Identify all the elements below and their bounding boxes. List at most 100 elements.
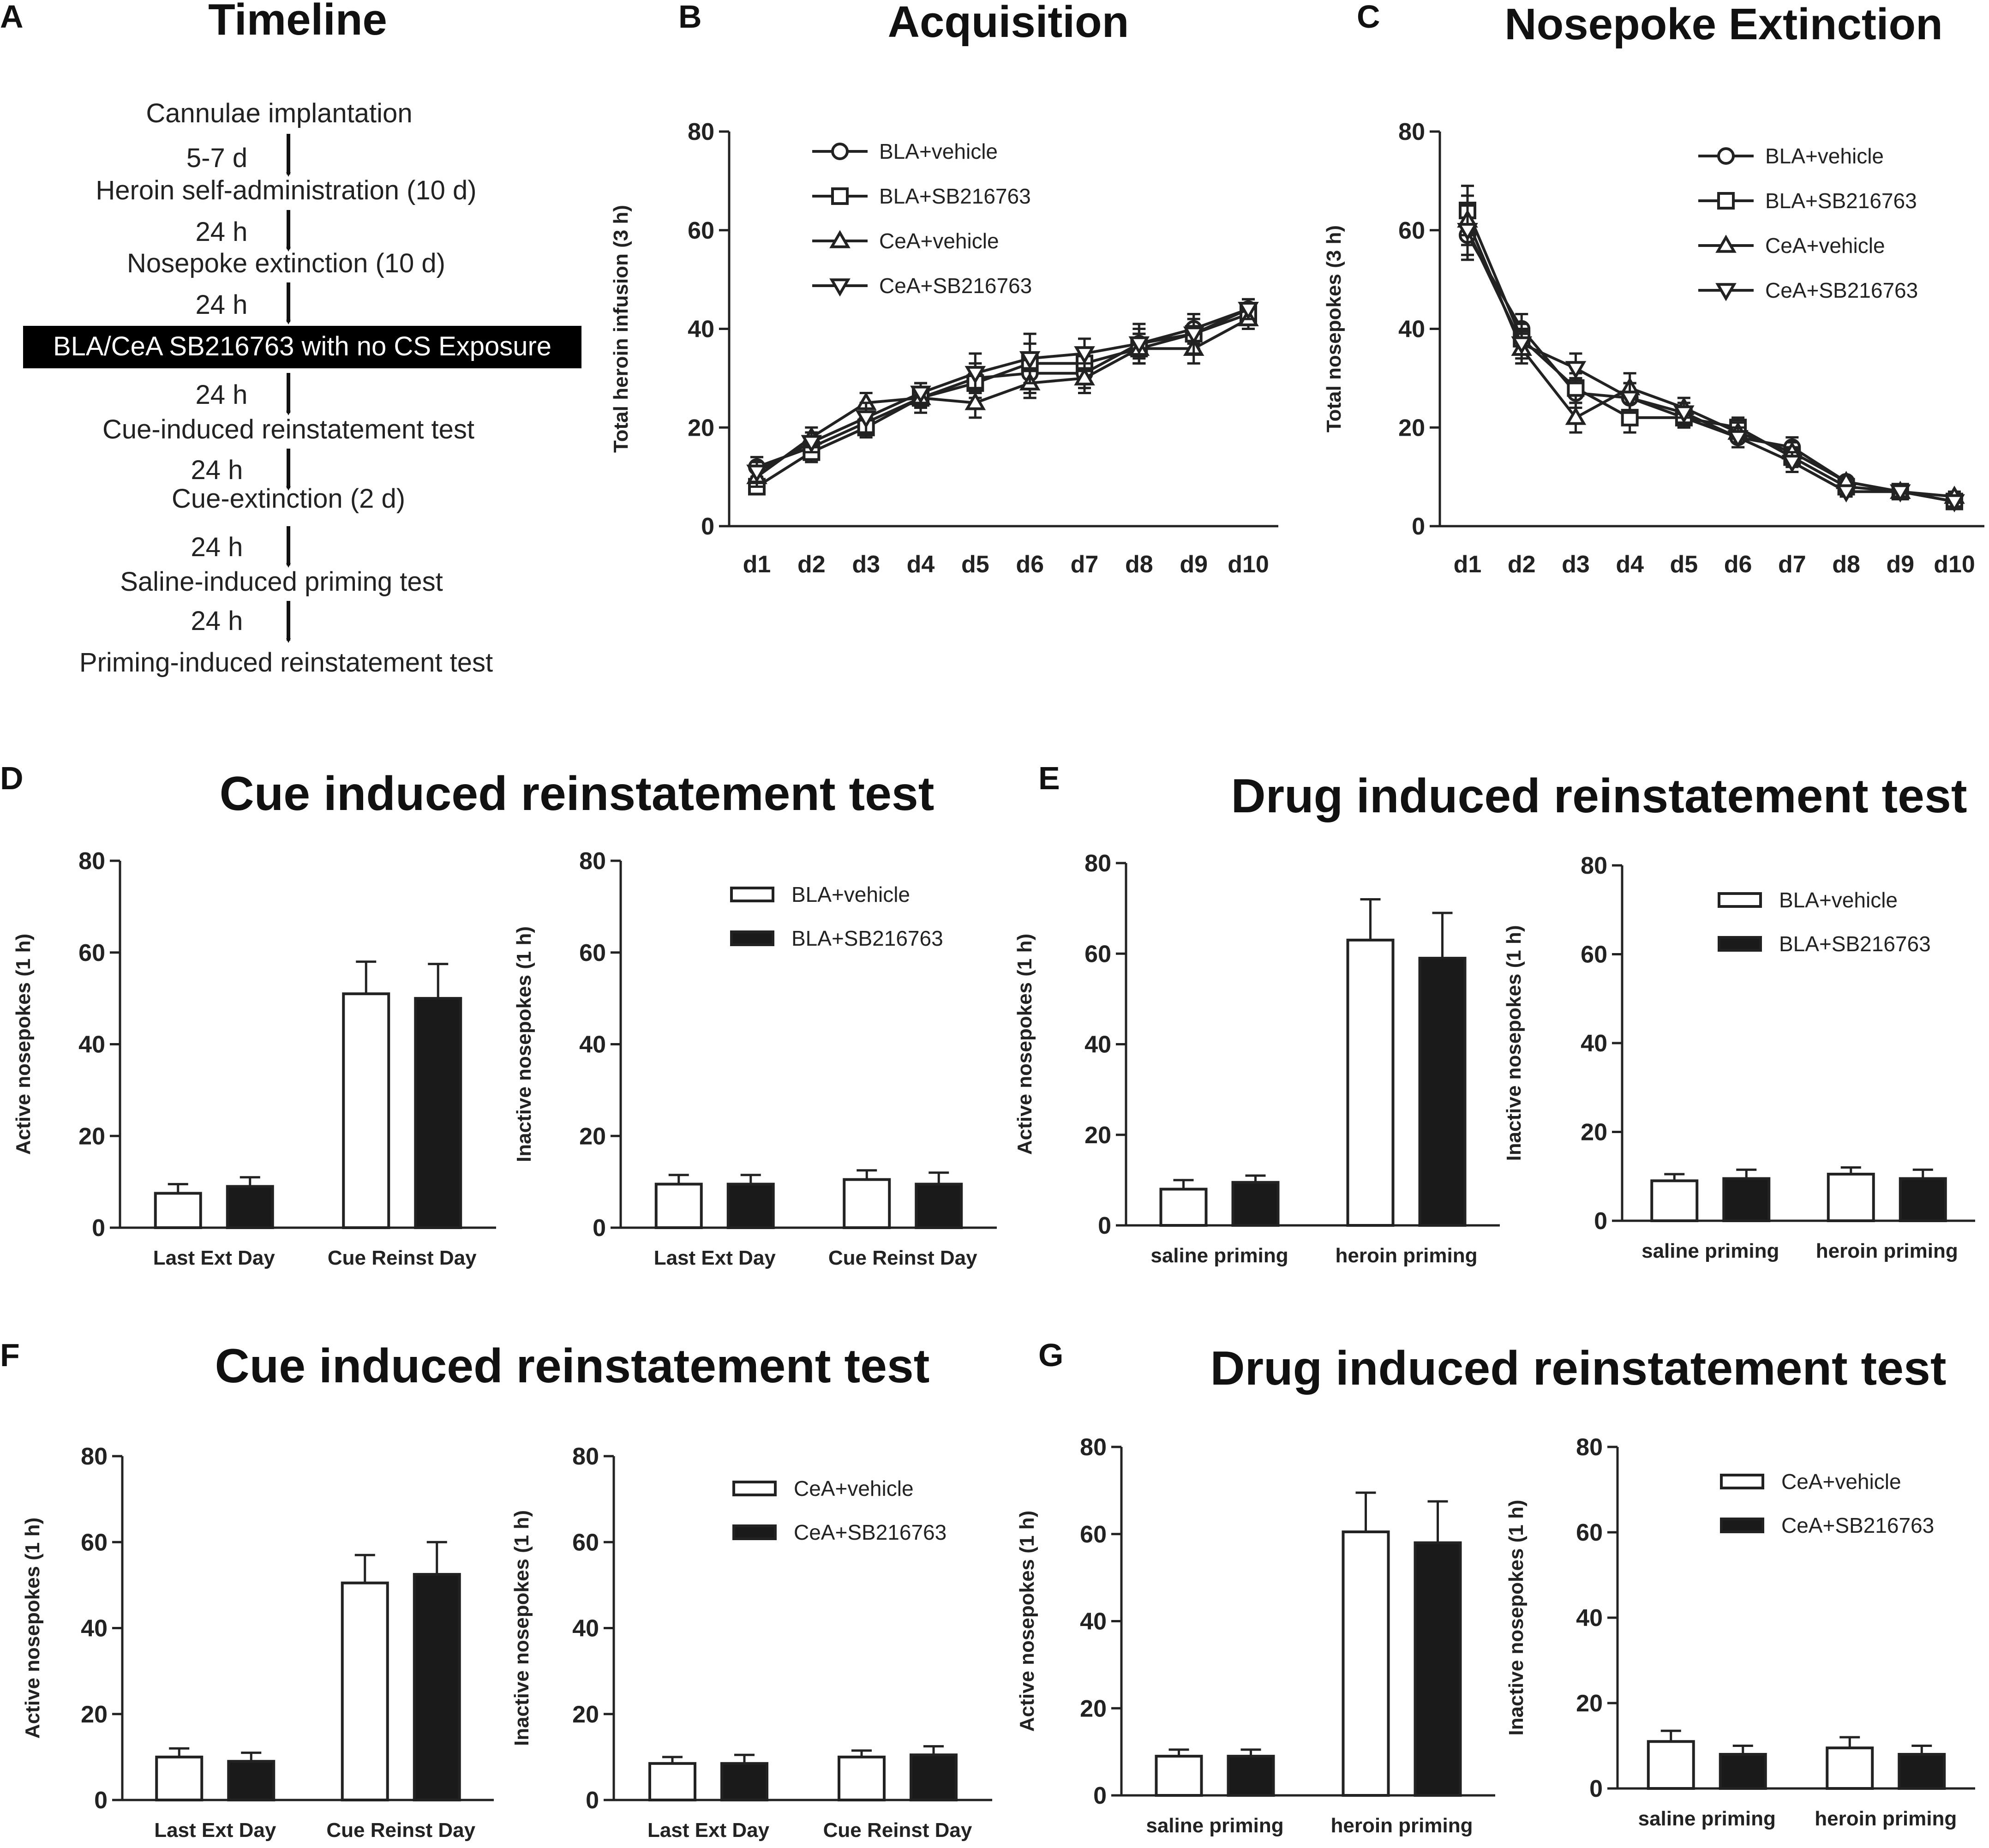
data-point: [1128, 336, 1150, 355]
y-tick-label: 60: [1581, 942, 1607, 968]
bar: [1722, 1177, 1771, 1222]
y-tick-label: 0: [1098, 1212, 1111, 1239]
bar: [1231, 1181, 1280, 1227]
x-tick-label: d7: [1778, 551, 1806, 578]
y-tick-label: 0: [1594, 1208, 1607, 1235]
x-tick-label: d1: [743, 551, 771, 578]
legend-label: BLA+vehicle: [1765, 144, 1884, 168]
legend-label: BLA+SB216763: [879, 184, 1031, 208]
bar: [1155, 1755, 1203, 1797]
legend-label: CeA+SB216763: [794, 1520, 947, 1544]
x-tick-label: d8: [1125, 551, 1153, 578]
timeline-step-5: Cue-induced reinstatement test: [102, 414, 474, 444]
data-point: [1457, 222, 1478, 241]
bar: [1898, 1753, 1946, 1790]
panel-letter-f: F: [0, 1337, 20, 1373]
legend-label: CeA+SB216763: [1765, 278, 1918, 302]
x-category-label: saline priming: [1638, 1807, 1776, 1830]
bar: [1650, 1179, 1699, 1222]
chart-nosepoke-extinction: 0 20 40 60 80 Total nosepokes (3 h) d1 d2 d3 d4 d5…: [1323, 119, 1984, 578]
y-tick-label: 80: [572, 1443, 599, 1470]
series-line: [756, 312, 1249, 488]
y-tick-label: 60: [579, 940, 606, 966]
y-tick-label: 40: [78, 1032, 105, 1058]
y-tick-label: 40: [1581, 1030, 1607, 1057]
y-axis-label: Inactive nosepokes (1 h): [513, 926, 535, 1162]
timeline-step-8: Priming-induced reinstatement test: [79, 648, 493, 678]
legend-swatch: [732, 1524, 777, 1540]
bar: [341, 1581, 389, 1801]
series-line: [1466, 234, 1955, 503]
bar: [1414, 1541, 1462, 1797]
data-point: [1074, 367, 1095, 386]
timeline: Cannulae implantation 5-7 d Heroin self-…: [23, 98, 581, 678]
series-line: [1466, 220, 1955, 498]
data-point: [1889, 484, 1911, 503]
bar: [1346, 938, 1395, 1227]
data-point: [965, 392, 986, 410]
bar: [1826, 1746, 1874, 1790]
y-axis-label: Total nosepokes (3 h): [1323, 225, 1345, 432]
y-tick-label: 20: [572, 1701, 599, 1728]
bar: [843, 1178, 891, 1229]
data-point: [1715, 234, 1737, 253]
data-point: [829, 230, 851, 248]
bar: [413, 1573, 461, 1801]
chart-g-active: 0 20 40 60 80 Active nosepokes (1 h) saline pr…: [1016, 1434, 1495, 1837]
x-tick-label: d4: [907, 551, 935, 578]
data-point: [831, 143, 849, 160]
timeline-highlight-box: [23, 326, 581, 368]
y-tick-label: 80: [1398, 119, 1425, 145]
data-point: [1717, 192, 1735, 210]
y-tick-label: 40: [572, 1615, 599, 1642]
timeline-interval-5: 24 h: [191, 455, 243, 485]
x-tick-label: d2: [1508, 551, 1536, 578]
data-point: [910, 385, 931, 404]
bar: [648, 1762, 696, 1801]
legend-swatch: [730, 930, 774, 946]
y-tick-label: 0: [593, 1215, 606, 1242]
y-tick-label: 0: [92, 1215, 105, 1242]
y-axis-label: Inactive nosepokes (1 h): [510, 1510, 533, 1746]
legend-label: BLA+SB216763: [1779, 932, 1931, 956]
panel-title-d: Cue induced reinstatement test: [220, 767, 935, 821]
bar: [1827, 1172, 1875, 1222]
timeline-interval-3: 24 h: [196, 290, 248, 320]
legend-label: CeA+vehicle: [1765, 234, 1885, 258]
x-tick-label: d9: [1180, 551, 1208, 578]
series-line: [1466, 210, 1955, 503]
bar: [1159, 1188, 1208, 1227]
y-tick-label: 80: [1084, 850, 1111, 877]
data-point: [1715, 283, 1737, 301]
y-tick-label: 0: [1093, 1782, 1107, 1809]
x-category-label: heroin priming: [1331, 1814, 1473, 1837]
panel-letter-g: G: [1038, 1337, 1063, 1373]
data-point: [1511, 336, 1533, 355]
y-tick-label: 40: [81, 1615, 108, 1642]
bar: [910, 1753, 958, 1801]
y-tick-label: 60: [1080, 1521, 1107, 1548]
y-tick-label: 20: [78, 1123, 105, 1150]
x-tick-label: d1: [1454, 551, 1482, 578]
x-category-label: heroin priming: [1815, 1807, 1957, 1830]
x-category-label: Cue Reinst Day: [326, 1819, 475, 1842]
x-tick-label: d5: [1670, 551, 1698, 578]
y-tick-label: 60: [1398, 217, 1425, 244]
timeline-interval-2: 24 h: [196, 217, 248, 247]
y-tick-label: 20: [1084, 1122, 1111, 1149]
y-tick-label: 40: [579, 1032, 606, 1058]
panel-title-e: Drug induced reinstatement test: [1231, 769, 1967, 823]
timeline-step-3: Nosepoke extinction (10 d): [127, 248, 445, 278]
x-category-label: Cue Reinst Day: [828, 1247, 977, 1269]
data-point: [1565, 361, 1587, 379]
chart-e-inactive: 0 20 40 60 80 Inactive nosepokes (1 h) saline …: [1503, 852, 1975, 1262]
y-axis-label: Active nosepokes (1 h): [1016, 1511, 1038, 1732]
y-tick-label: 0: [701, 513, 714, 540]
y-axis-label: Active nosepokes (1 h): [12, 934, 35, 1155]
timeline-interval-1: 5-7 d: [186, 143, 247, 173]
series-line: [756, 308, 1249, 474]
series-line: [756, 318, 1249, 478]
panel-title-a: Timeline: [208, 0, 387, 44]
data-point: [1619, 390, 1641, 409]
x-category-label: Cue Reinst Day: [328, 1247, 477, 1269]
